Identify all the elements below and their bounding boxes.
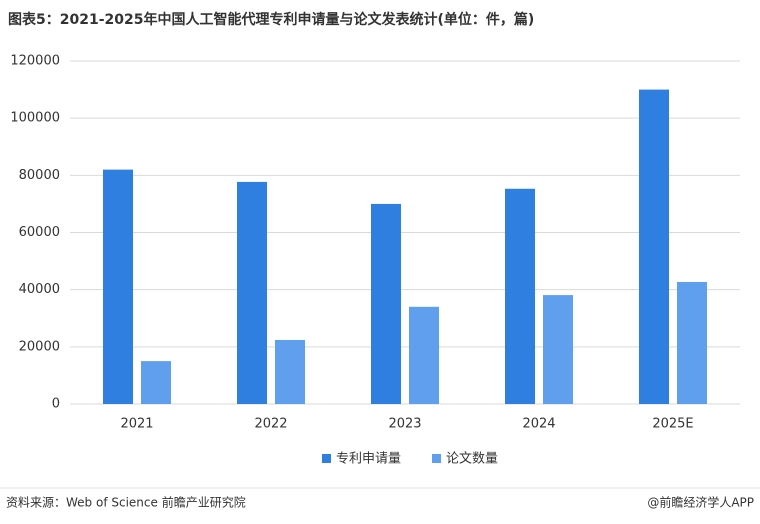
x-tick-label: 2024 [522,417,555,432]
legend-swatch [322,454,331,463]
bar [371,203,401,404]
y-tick-label: 20000 [19,339,60,354]
y-tick-label: 100000 [10,111,60,126]
legend-label: 专利申请量 [336,452,401,467]
bar [639,89,669,404]
chart-title: 图表5：2021-2025年中国人工智能代理专利申请量与论文发表统计(单位：件，… [8,11,534,28]
bar [141,361,171,404]
bar [409,306,439,404]
y-tick-label: 0 [52,397,60,412]
y-tick-label: 60000 [19,225,60,240]
bar [543,295,573,404]
y-tick-label: 80000 [19,168,60,183]
bar [275,339,305,404]
bar [103,169,133,404]
bar [677,281,707,404]
legend-swatch [432,454,441,463]
bar [505,188,535,404]
legend-label: 论文数量 [446,452,498,467]
bar [237,181,267,404]
x-tick-label: 2025E [652,417,693,432]
y-tick-label: 40000 [19,282,60,297]
source: 资料来源：Web of Science 前瞻产业研究院 [6,495,246,510]
y-tick-label: 120000 [10,54,60,69]
x-tick-label: 2022 [254,417,287,432]
x-tick-label: 2023 [388,417,421,432]
x-tick-label: 2021 [120,417,153,432]
credit: @前瞻经济学人APP [647,495,754,510]
